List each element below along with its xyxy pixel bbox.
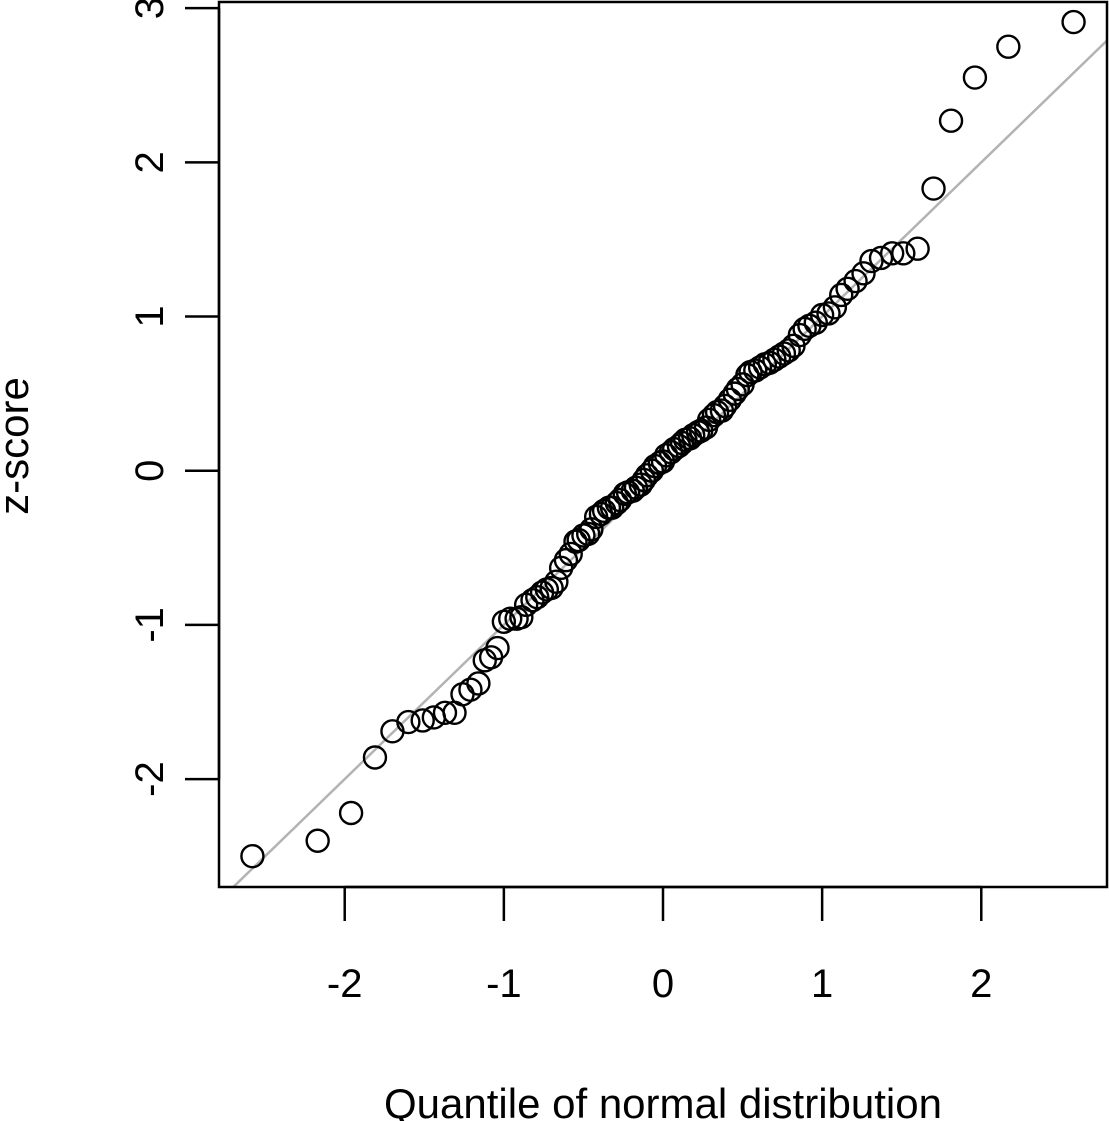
data-point (607, 487, 633, 513)
data-point (558, 541, 583, 567)
data-point (938, 108, 964, 133)
x-tick-label: -1 (486, 962, 522, 1006)
data-point (634, 463, 660, 488)
x-axis-title: Quantile of normal distribution (384, 1080, 942, 1121)
data-point (696, 407, 722, 433)
data-point (362, 745, 388, 770)
data-point (962, 65, 988, 90)
x-tick-label: 2 (970, 962, 992, 1006)
x-tick-label: -2 (327, 962, 363, 1006)
data-point (396, 709, 421, 735)
data-points (240, 9, 1086, 869)
y-tick-label: -1 (128, 607, 172, 643)
data-point (653, 443, 679, 468)
data-point (816, 301, 841, 326)
data-point (509, 604, 534, 630)
data-point (843, 268, 868, 294)
data-point (921, 176, 946, 201)
data-point (450, 682, 475, 707)
data-point (410, 708, 435, 733)
data-point (1061, 9, 1086, 35)
data-point (466, 671, 491, 696)
data-point (432, 700, 458, 725)
data-point (859, 248, 884, 274)
data-point (822, 295, 848, 320)
y-tick-label: 3 (128, 0, 172, 19)
data-point (787, 322, 813, 348)
y-axis-title: z-score (0, 377, 37, 515)
data-point (240, 843, 265, 869)
data-point (485, 635, 510, 661)
y-tick-label: 0 (128, 460, 172, 482)
y-tick-label: -2 (128, 761, 172, 797)
x-tick-label: 1 (811, 962, 833, 1006)
data-point (458, 677, 483, 702)
y-axis: -2 -1 0 1 2 3 (128, 0, 221, 797)
data-point (722, 381, 747, 406)
data-point (891, 241, 916, 266)
data-point (544, 569, 569, 594)
x-axis: -2 -1 0 1 2 (327, 885, 992, 1006)
y-tick-label: 2 (128, 151, 172, 173)
data-point (996, 34, 1021, 59)
data-point (539, 575, 564, 601)
data-point (338, 800, 364, 826)
data-point (712, 393, 738, 419)
data-point (305, 828, 330, 853)
data-point (803, 310, 828, 335)
data-point (599, 495, 625, 520)
data-point (835, 276, 860, 301)
data-point (829, 282, 854, 308)
x-tick-label: 0 (652, 962, 674, 1006)
data-point (851, 261, 876, 286)
data-point (879, 241, 905, 266)
data-point (498, 606, 523, 631)
data-point (905, 236, 930, 261)
y-tick-label: 1 (128, 305, 172, 327)
